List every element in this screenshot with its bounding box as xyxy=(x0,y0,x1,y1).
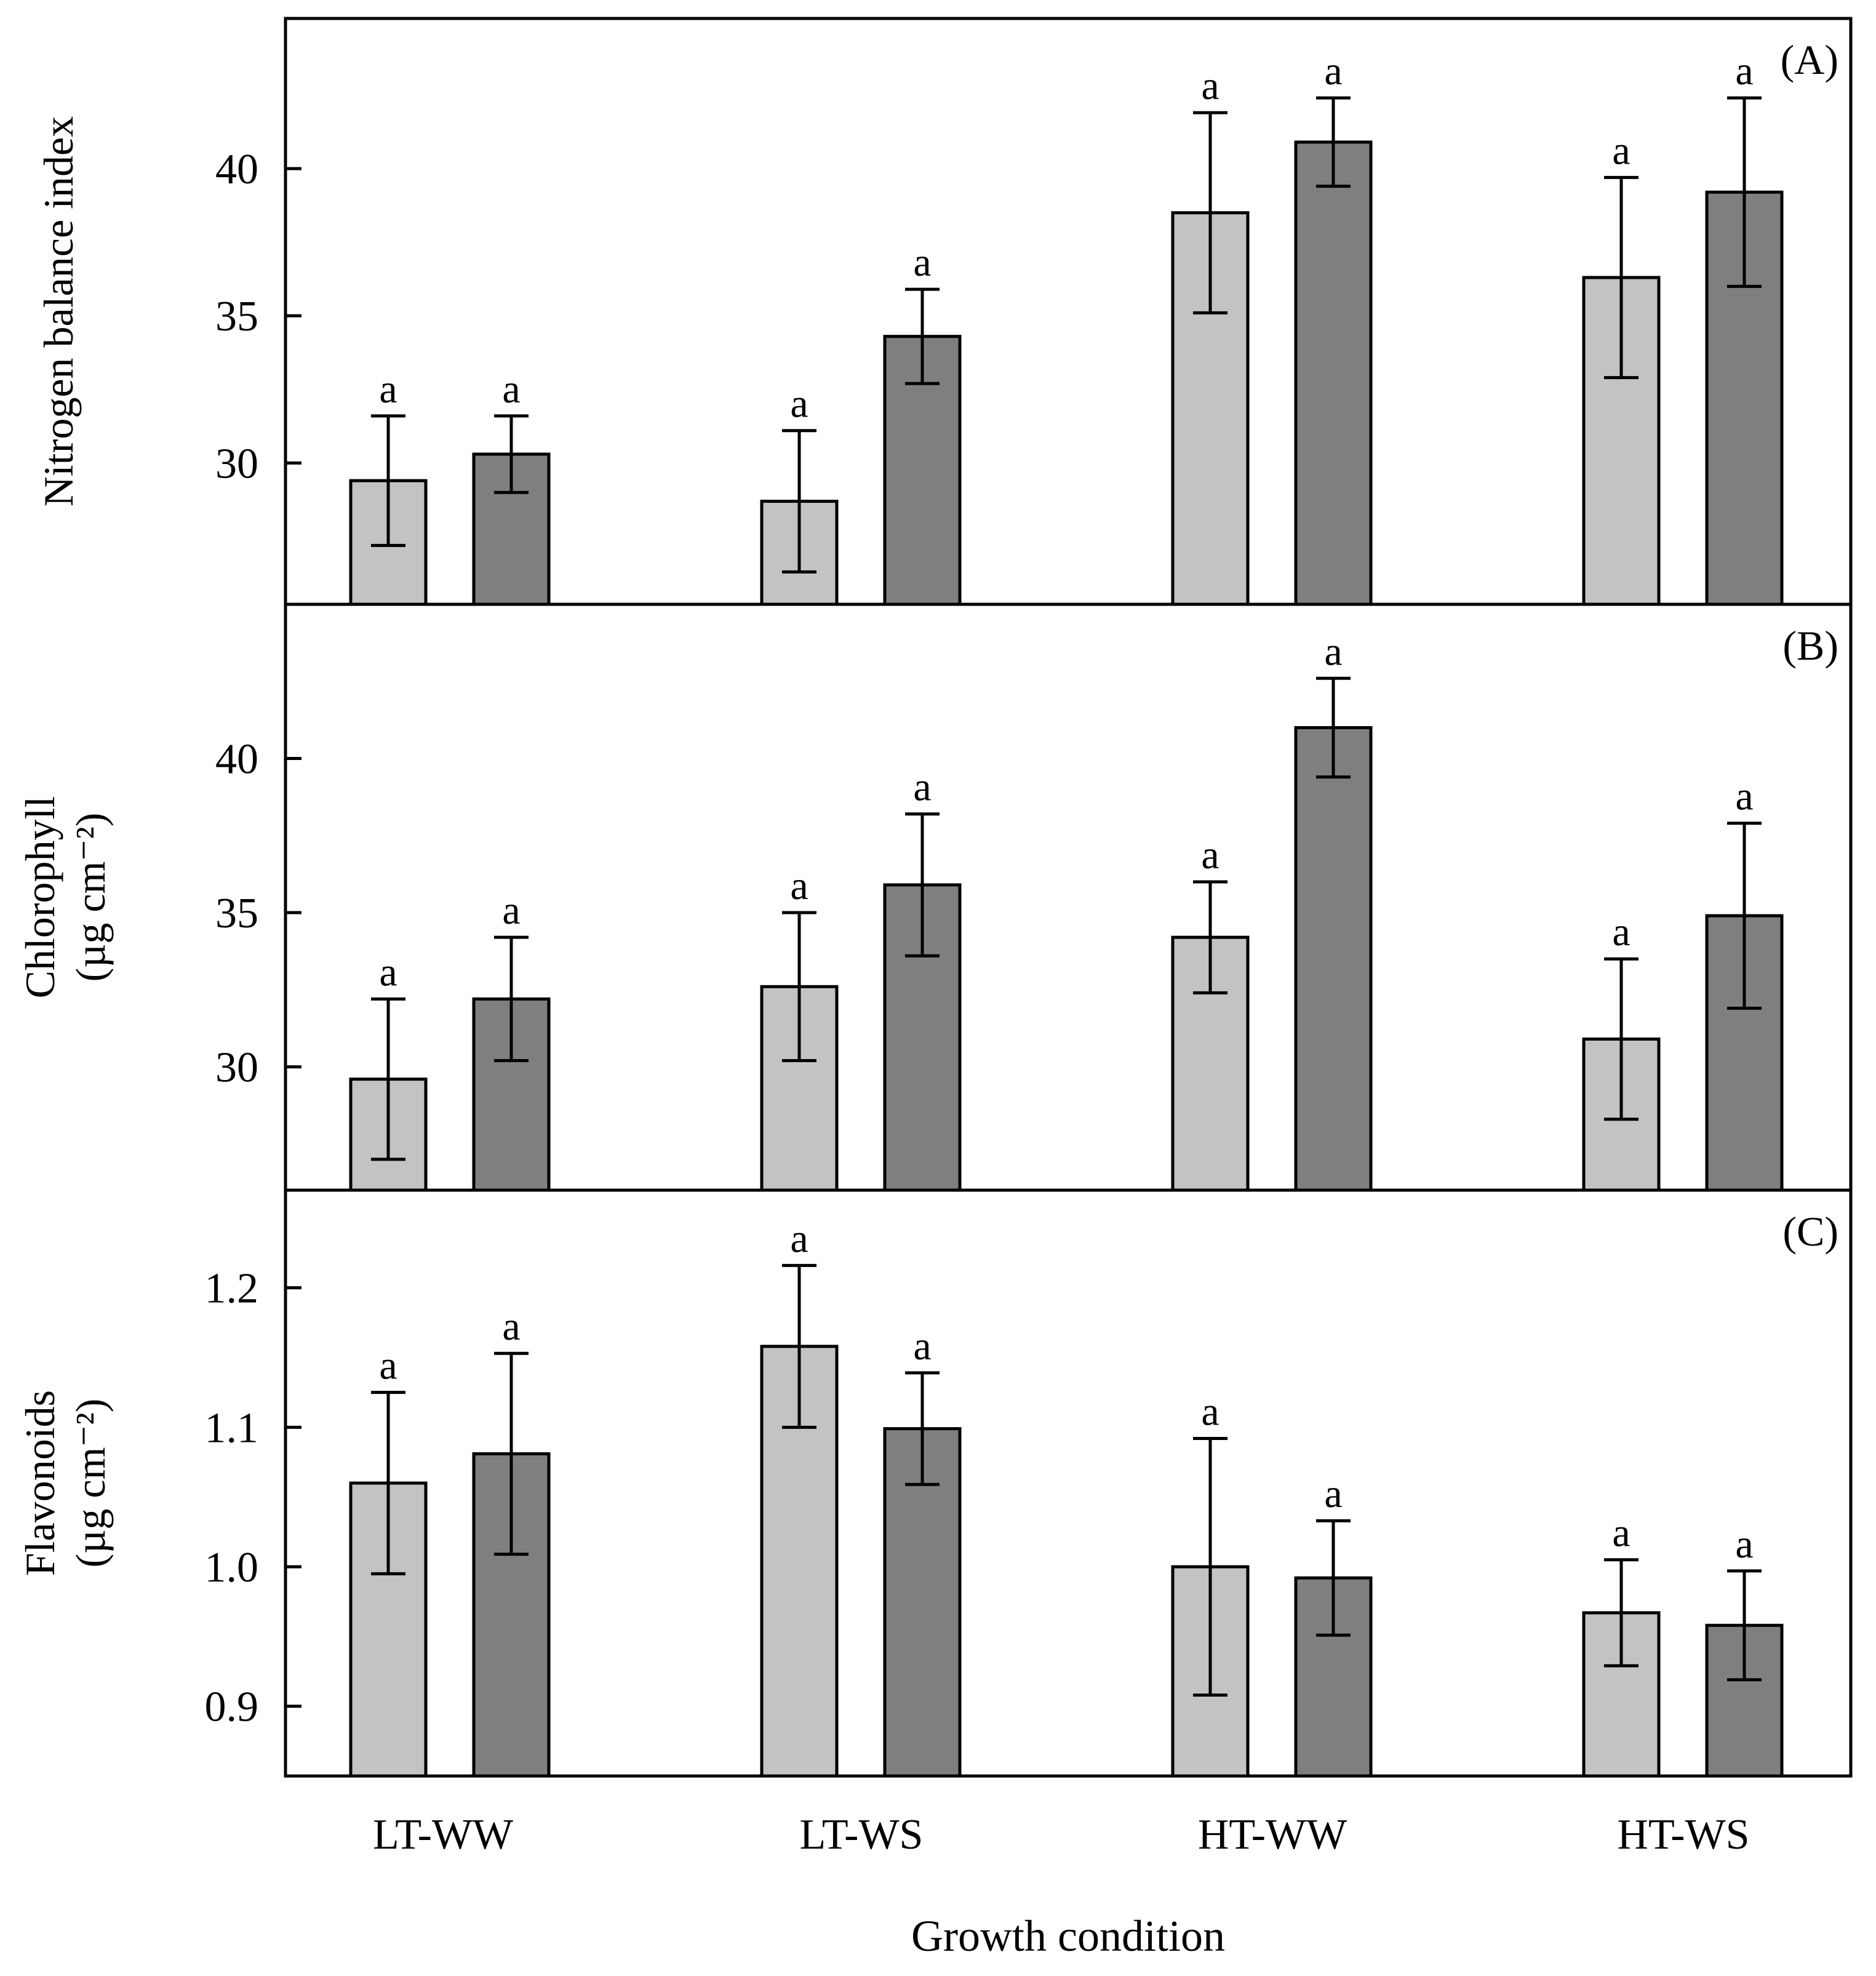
significance-letter: a xyxy=(913,240,931,285)
panel-label: (A) xyxy=(1781,36,1838,83)
y-axis-label-line-1: Chlorophyll xyxy=(17,796,63,999)
bar-HT-WW-series-2 xyxy=(1294,140,1373,606)
x-category-label: LT-WS xyxy=(800,1811,924,1858)
y-tick-label: 35 xyxy=(215,890,258,937)
x-category-label: LT-WW xyxy=(373,1811,513,1858)
y-axis-label: Nitrogen balance index xyxy=(35,116,82,506)
y-axis-label-line-1: Flavonoids xyxy=(17,1390,63,1576)
x-category-label: HT-WW xyxy=(1198,1811,1347,1858)
significance-letter: a xyxy=(1324,49,1342,94)
significance-letter: a xyxy=(790,863,808,908)
x-axis-title: Growth condition xyxy=(911,1911,1225,1961)
y-tick-label: 35 xyxy=(215,293,258,340)
significance-letter: a xyxy=(502,367,520,412)
y-tick-label: 30 xyxy=(215,1044,258,1092)
y-tick-label: 1.0 xyxy=(205,1544,259,1591)
significance-letter: a xyxy=(1201,1389,1219,1434)
significance-letter: a xyxy=(1735,774,1753,819)
y-tick-label: 30 xyxy=(215,440,258,487)
y-tick-label: 1.2 xyxy=(205,1265,259,1313)
significance-letter: a xyxy=(502,1304,520,1349)
panel-label: (C) xyxy=(1782,1208,1838,1255)
significance-letter: a xyxy=(1612,1511,1630,1556)
significance-letter: a xyxy=(379,1343,397,1388)
significance-letter: a xyxy=(790,1216,808,1261)
bar-LT-WS-series-2 xyxy=(883,1427,962,1778)
y-axis-label-line-2: (µg cm⁻²) xyxy=(67,1399,114,1568)
significance-letter: a xyxy=(913,765,931,810)
panel-label: (B) xyxy=(1782,622,1838,669)
y-tick-label: 1.1 xyxy=(205,1404,259,1452)
bar-HT-WW-series-2 xyxy=(1294,726,1373,1192)
y-tick-label: 40 xyxy=(215,146,258,193)
significance-letter: a xyxy=(1324,629,1342,674)
y-tick-label: 0.9 xyxy=(205,1684,259,1731)
significance-letter: a xyxy=(1324,1471,1342,1516)
significance-letter: a xyxy=(913,1324,931,1369)
y-axis-label-line-2: (µg cm⁻²) xyxy=(67,813,114,982)
plot-frame xyxy=(284,17,1853,1778)
significance-letter: a xyxy=(379,950,397,994)
significance-letter: a xyxy=(1201,63,1219,108)
significance-letter: a xyxy=(379,367,397,412)
significance-letter: a xyxy=(1612,128,1630,173)
panel-2: a a a a a a a a 30 35 40 (B) Chlorophyll (µg cm⁻²) xyxy=(17,602,1851,1192)
significance-letter: a xyxy=(502,888,520,933)
significance-letter: a xyxy=(1612,910,1630,954)
significance-letter: a xyxy=(1201,833,1219,878)
x-category-label: HT-WS xyxy=(1617,1811,1749,1858)
panel-3: a a a a a a a a 0.9 1.0 1.1 1.2 (C) Flavonoids (µg cm⁻… xyxy=(17,1188,1851,1778)
significance-letter: a xyxy=(1735,1522,1753,1567)
y-tick-label: 40 xyxy=(215,736,258,783)
significance-letter: a xyxy=(1735,49,1753,94)
panel-1: a a a a a a a a 30 35 40 (A) Nitrogen balance index xyxy=(35,36,1838,606)
significance-letter: a xyxy=(790,382,808,426)
